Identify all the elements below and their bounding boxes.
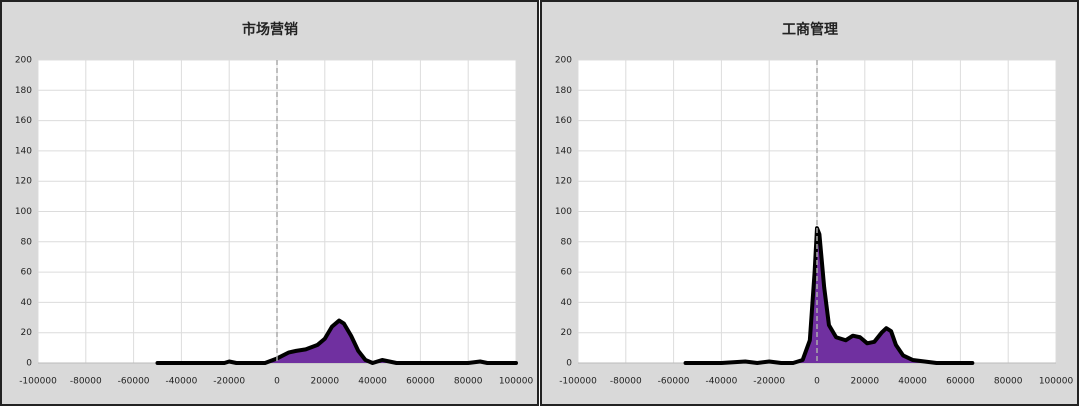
y-tick-label: 20 [561,328,573,338]
y-tick-label: 40 [21,298,33,308]
chart-panel: 市场营销 0 20 40 60 80 100 120 140 160 180 200 -100000 -8… [0,0,539,406]
y-tick-label: 0 [26,359,32,369]
chart-panel: 工商管理 0 20 40 60 80 100 120 140 160 180 200 -100000 -8… [540,0,1079,406]
y-tick-label: 120 [555,177,572,187]
density-area [685,228,973,363]
x-tick-label: -20000 [213,377,245,387]
x-tick-label: 80000 [454,377,483,387]
y-tick-label: 20 [21,328,33,338]
x-tick-label: -20000 [753,377,785,387]
x-tick-label: 80000 [994,377,1023,387]
x-tick-label: 100000 [499,377,534,387]
x-tick-label: -100000 [19,377,57,387]
density-line [155,318,518,365]
x-tick-label: -60000 [118,377,150,387]
x-tick-label: -60000 [658,377,690,387]
y-tick-label: 60 [21,268,33,278]
x-tick-label: -40000 [705,377,737,387]
y-tick-label: 100 [15,207,32,217]
y-tick-label: 40 [561,298,573,308]
y-tick-label: 200 [555,56,572,66]
y-tick-label: 80 [561,237,573,247]
chart-title: 工商管理 [782,21,838,38]
x-tick-label: 20000 [310,377,339,387]
y-tick-label: 160 [555,116,572,126]
x-tick-label: 40000 [898,377,927,387]
y-tick-label: 120 [15,177,32,187]
x-tick-label: 0 [274,377,280,387]
y-tick-label: 180 [555,86,572,96]
y-tick-label: 200 [15,56,32,66]
y-tick-label: 0 [566,359,572,369]
x-tick-label: 100000 [1039,377,1074,387]
x-tick-label: 40000 [358,377,387,387]
y-tick-label: 160 [15,116,32,126]
y-tick-label: 60 [561,268,573,278]
y-tick-label: 80 [21,237,33,247]
y-tick-label: 140 [555,146,572,156]
x-tick-label: 60000 [946,377,975,387]
x-tick-label: 0 [814,377,820,387]
density-area [157,320,516,363]
x-tick-label: -40000 [165,377,197,387]
density-line [683,226,975,365]
x-tick-label: -80000 [70,377,102,387]
x-tick-label: 20000 [850,377,879,387]
y-tick-label: 180 [15,86,32,96]
x-tick-label: -100000 [559,377,597,387]
x-tick-label: 60000 [406,377,435,387]
chart-title: 市场营销 [242,21,298,38]
x-tick-label: -80000 [610,377,642,387]
y-tick-label: 140 [15,146,32,156]
y-tick-label: 100 [555,207,572,217]
